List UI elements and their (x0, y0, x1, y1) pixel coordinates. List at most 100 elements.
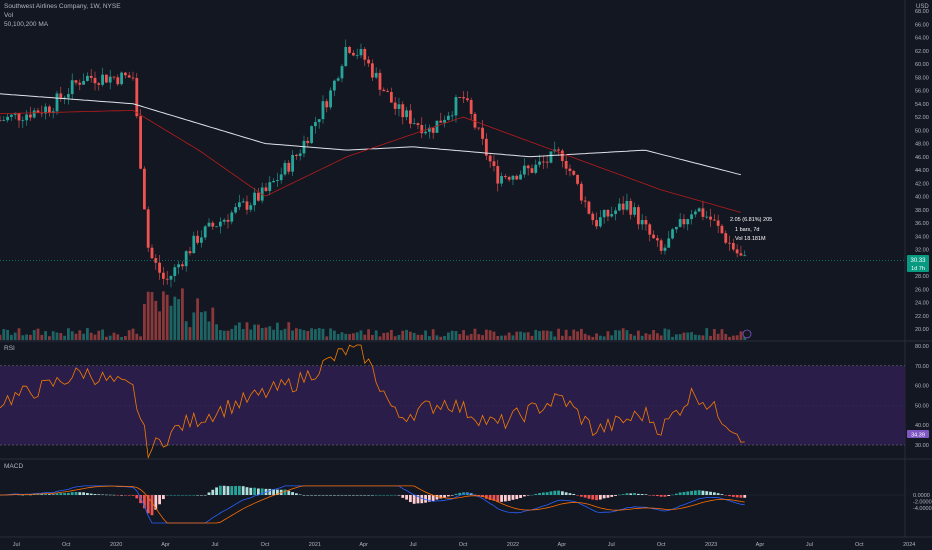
macd-histogram-bar (203, 495, 207, 496)
candle-body (306, 140, 310, 144)
macd-histogram-bar (169, 495, 173, 496)
volume-bar (89, 332, 93, 340)
macd-histogram-bar (180, 495, 184, 496)
macd-histogram-bar (743, 495, 747, 498)
volume-bar (275, 322, 279, 340)
macd-histogram-bar (82, 492, 85, 495)
candle-body (340, 66, 344, 79)
volume-bar (644, 333, 648, 340)
candle-body (739, 253, 743, 256)
candle-body (659, 240, 663, 251)
currency-label: USD (916, 4, 929, 10)
price-tick-label: 28.00 (915, 274, 929, 280)
candle-body (234, 207, 237, 213)
candle-body (237, 202, 241, 208)
volume-bar (218, 330, 222, 340)
macd-histogram-bar (515, 495, 519, 500)
macd-histogram-bar (576, 495, 579, 496)
macd-histogram-bar (412, 495, 416, 504)
macd-histogram-bar (625, 493, 629, 495)
macd-histogram-bar (530, 494, 534, 496)
rsi-pane-label[interactable]: RSI (4, 345, 15, 352)
candle-body (564, 160, 568, 169)
candle-body (78, 82, 82, 85)
candle-body (215, 226, 218, 228)
macd-histogram-bar (678, 492, 682, 495)
macd-histogram-bar (526, 495, 530, 496)
volume-bar (530, 335, 534, 340)
volume-bar (484, 329, 488, 340)
volume-bar (150, 292, 154, 340)
macd-histogram-bar (439, 495, 443, 499)
candle-body (253, 192, 256, 206)
macd-histogram-bar (606, 495, 610, 498)
macd-histogram-bar (260, 488, 264, 495)
candle-body (678, 219, 682, 227)
volume-bar (298, 329, 302, 340)
macd-histogram-bar (652, 495, 655, 496)
macd-pane-label[interactable]: MACD (4, 463, 24, 470)
macd-histogram-bar (21, 494, 25, 496)
price-tick-label: 46.00 (915, 155, 929, 161)
candle-body (104, 74, 108, 83)
macd-histogram-bar (294, 493, 298, 495)
candle-body (25, 114, 28, 121)
earnings-marker-icon[interactable] (742, 329, 752, 339)
macd-histogram-bar (332, 495, 336, 496)
candle-body (139, 116, 142, 169)
price-tick-label: 62.00 (915, 49, 929, 55)
measure-bars: 1 bars, 7d (735, 227, 759, 233)
volume-bar (6, 329, 9, 340)
candle-body (610, 214, 614, 217)
price-tick-label: 64.00 (915, 36, 929, 42)
candle-body (165, 278, 169, 280)
price-tick-label: 40.00 (915, 195, 929, 201)
macd-histogram-bar (317, 495, 321, 496)
candle-body (671, 229, 674, 239)
macd-histogram-bar (192, 495, 196, 496)
candle-body (359, 49, 363, 56)
macd-histogram-bar (671, 494, 674, 496)
candle-body (591, 213, 595, 221)
price-tick-label: 34.00 (915, 234, 929, 240)
candle-body (488, 155, 492, 162)
volume-bar (716, 333, 720, 340)
candle-body (458, 97, 462, 98)
candle-body (405, 110, 408, 118)
volume-bar (427, 336, 431, 340)
candle-body (492, 161, 496, 167)
measure-change: 2.05 (6.81%) 205 (730, 217, 772, 223)
candle-body (89, 75, 93, 78)
macd-histogram-bar (572, 493, 576, 495)
candle-body (55, 93, 59, 112)
macd-histogram-bar (598, 495, 602, 500)
time-axis[interactable]: Jul Oct 2020 Apr Jul Oct 2021 Apr Jul Oct 2022 Apr J… (13, 542, 916, 548)
candle-body (712, 219, 716, 221)
volume-bar (519, 331, 522, 340)
candle-body (47, 106, 51, 113)
candle-body (484, 138, 488, 156)
macd-histogram-bar (477, 495, 481, 496)
candle-body (226, 219, 230, 222)
macd-histogram-bar (511, 495, 515, 500)
volume-bar (587, 335, 591, 340)
volume-bar (351, 333, 355, 340)
price-tick-label: 58.00 (915, 75, 929, 81)
candle-body (211, 222, 215, 227)
symbol-legend[interactable]: Southwest Airlines Company, 1W, NYSE Vol… (4, 2, 121, 29)
volume-bar (663, 328, 667, 340)
candle-body (652, 234, 655, 239)
candle-body (530, 168, 534, 173)
rsi-scale[interactable]: 80.00 70.00 60.00 50.00 40.00 30.00 (915, 344, 929, 449)
volume-bar (598, 335, 602, 340)
candle-body (633, 207, 636, 215)
macd-histogram (0, 485, 747, 516)
candlestick-series[interactable] (0, 39, 747, 288)
volume-bar (283, 328, 287, 340)
macd-scale[interactable]: 0.0000-2.0000-4.0000 (913, 493, 932, 512)
rsi-tick-label: 80.00 (915, 344, 929, 350)
candle-body (382, 89, 386, 92)
macd-histogram-bar (74, 491, 78, 495)
macd-histogram-bar (313, 495, 317, 496)
